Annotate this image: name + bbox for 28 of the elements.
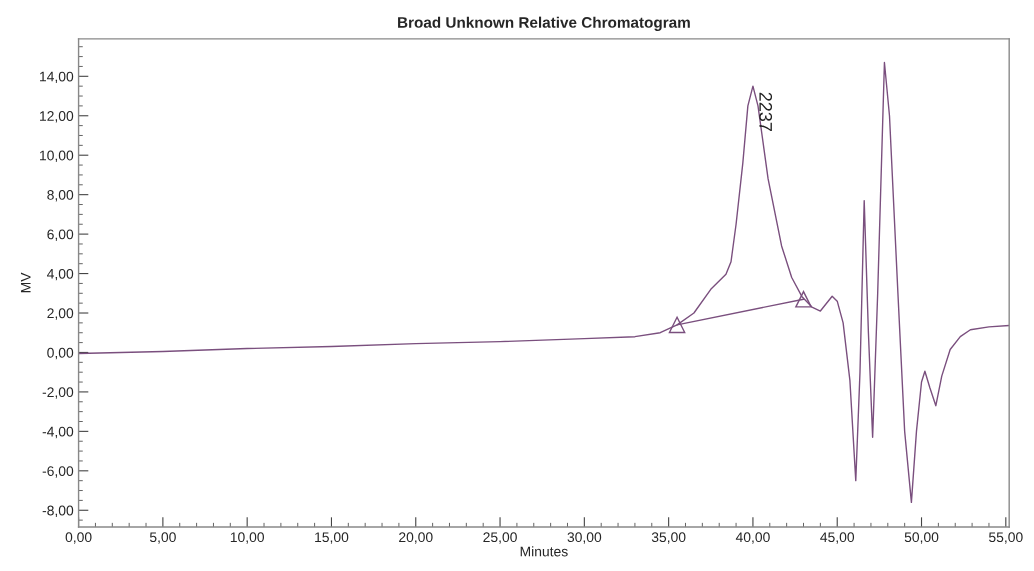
y-tick-label: 8,00 — [47, 189, 74, 202]
x-tick-label: 40,00 — [735, 532, 770, 544]
x-tick-label: 15,00 — [315, 532, 349, 544]
y-tick-label: 14,00 — [40, 71, 74, 84]
x-tick-label: 0,00 — [65, 532, 92, 544]
annotation: 2237 — [759, 92, 773, 131]
y-tick-label: 12,00 — [40, 111, 74, 123]
y-tick-label: 6,00 — [47, 229, 74, 241]
x-tick-label: 20,00 — [399, 532, 433, 544]
y-tick-label: 2,00 — [47, 308, 74, 320]
x-tick-label: 45,00 — [820, 532, 855, 544]
y-tick-label: -4,00 — [42, 426, 74, 439]
y-tick-label: -6,00 — [42, 466, 74, 478]
chart-title: Broad Unknown Relative Chromatogram — [398, 16, 690, 31]
x-tick-label: 10,00 — [230, 532, 265, 544]
x-tick-label: 25,00 — [483, 532, 517, 544]
x-tick-label: 35,00 — [651, 532, 686, 544]
x-tick-label: 30,00 — [567, 532, 602, 544]
x-tick-label: 55,00 — [988, 532, 1023, 544]
y-tick-label: 4,00 — [47, 268, 74, 281]
y-tick-label: 0,00 — [47, 347, 74, 360]
x-axis-title: Minutes — [520, 546, 568, 557]
y-tick-label: 10,00 — [40, 150, 74, 163]
x-tick-label: 5,00 — [149, 532, 176, 544]
y-tick-label: -2,00 — [42, 387, 74, 399]
y-axis-title: MV — [20, 272, 31, 293]
x-tick-label: 50,00 — [904, 532, 939, 544]
y-tick-label: -8,00 — [42, 505, 74, 518]
